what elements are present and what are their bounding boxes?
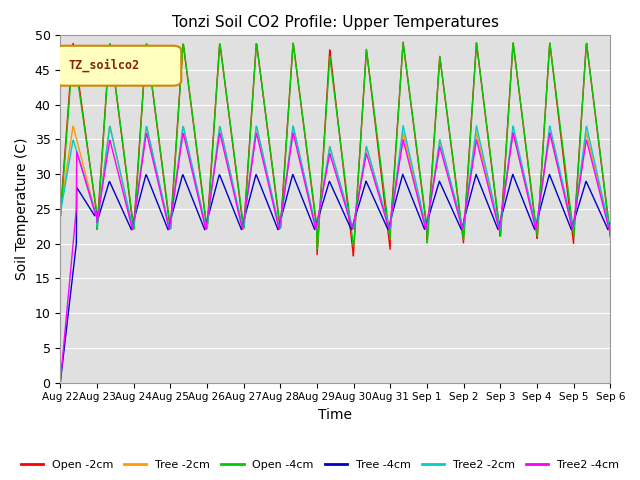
Tree2 -2cm	[493, 213, 500, 219]
Line: Open -2cm: Open -2cm	[60, 42, 611, 256]
Open -2cm	[56, 213, 64, 219]
Open -2cm	[240, 219, 248, 225]
Tree2 -2cm	[56, 211, 64, 216]
Open -4cm	[165, 216, 173, 221]
Tree2 -2cm	[541, 158, 549, 164]
Line: Tree2 -2cm: Tree2 -2cm	[60, 126, 611, 230]
Tree -2cm	[56, 208, 64, 214]
Open -4cm	[493, 206, 501, 212]
Open -4cm	[607, 231, 614, 237]
Open -4cm	[240, 225, 248, 230]
Line: Tree -4cm: Tree -4cm	[60, 174, 611, 383]
Open -2cm	[165, 218, 173, 224]
Open -2cm	[179, 47, 186, 53]
Tree -4cm	[399, 171, 406, 177]
Tree2 -2cm	[240, 220, 248, 226]
Title: Tonzi Soil CO2 Profile: Upper Temperatures: Tonzi Soil CO2 Profile: Upper Temperatur…	[172, 15, 499, 30]
Open -2cm	[542, 104, 550, 109]
Tree2 -4cm	[240, 216, 248, 221]
Open -4cm	[313, 246, 321, 252]
Open -4cm	[179, 48, 186, 53]
Open -4cm	[399, 39, 407, 45]
Text: TZ_soilco2: TZ_soilco2	[68, 59, 140, 72]
Tree -4cm	[56, 380, 64, 385]
Tree -4cm	[179, 172, 186, 178]
Tree -2cm	[605, 227, 613, 232]
Tree2 -4cm	[179, 133, 186, 139]
Line: Tree2 -4cm: Tree2 -4cm	[60, 133, 611, 383]
Line: Tree -2cm: Tree -2cm	[60, 126, 611, 229]
Open -2cm	[349, 253, 357, 259]
Tree2 -2cm	[399, 123, 407, 129]
Tree -2cm	[493, 215, 500, 221]
Tree2 -4cm	[607, 220, 614, 226]
Tree -4cm	[421, 226, 429, 232]
Tree -2cm	[421, 221, 429, 227]
Tree -2cm	[607, 222, 614, 228]
Open -2cm	[607, 234, 614, 240]
Tree2 -4cm	[420, 222, 428, 228]
Tree -4cm	[607, 219, 614, 225]
Tree2 -2cm	[421, 219, 429, 225]
Tree -2cm	[165, 226, 173, 231]
Tree2 -2cm	[607, 224, 614, 230]
Y-axis label: Soil Temperature (C): Soil Temperature (C)	[15, 138, 29, 280]
Tree -4cm	[240, 216, 248, 222]
X-axis label: Time: Time	[318, 408, 352, 422]
Open -4cm	[421, 211, 429, 217]
Tree2 -4cm	[493, 216, 500, 222]
Tree -2cm	[240, 217, 248, 223]
FancyBboxPatch shape	[55, 46, 181, 85]
Tree2 -2cm	[165, 224, 173, 229]
Tree -4cm	[493, 224, 500, 229]
Line: Open -4cm: Open -4cm	[60, 42, 611, 249]
Tree2 -4cm	[541, 161, 549, 167]
Tree -2cm	[289, 123, 297, 129]
Open -2cm	[493, 208, 501, 214]
Tree2 -4cm	[509, 130, 517, 136]
Tree -4cm	[541, 187, 549, 192]
Tree -2cm	[179, 127, 186, 132]
Tree2 -2cm	[606, 227, 614, 233]
Tree2 -4cm	[165, 227, 173, 232]
Legend: Open -2cm, Tree -2cm, Open -4cm, Tree -4cm, Tree2 -2cm, Tree2 -4cm: Open -2cm, Tree -2cm, Open -4cm, Tree -4…	[16, 456, 624, 474]
Tree -4cm	[165, 223, 173, 228]
Tree2 -4cm	[56, 380, 64, 385]
Open -2cm	[399, 39, 407, 45]
Tree -2cm	[541, 162, 549, 168]
Open -4cm	[542, 103, 550, 109]
Open -4cm	[56, 210, 64, 216]
Tree2 -2cm	[179, 127, 186, 132]
Open -2cm	[421, 214, 429, 220]
